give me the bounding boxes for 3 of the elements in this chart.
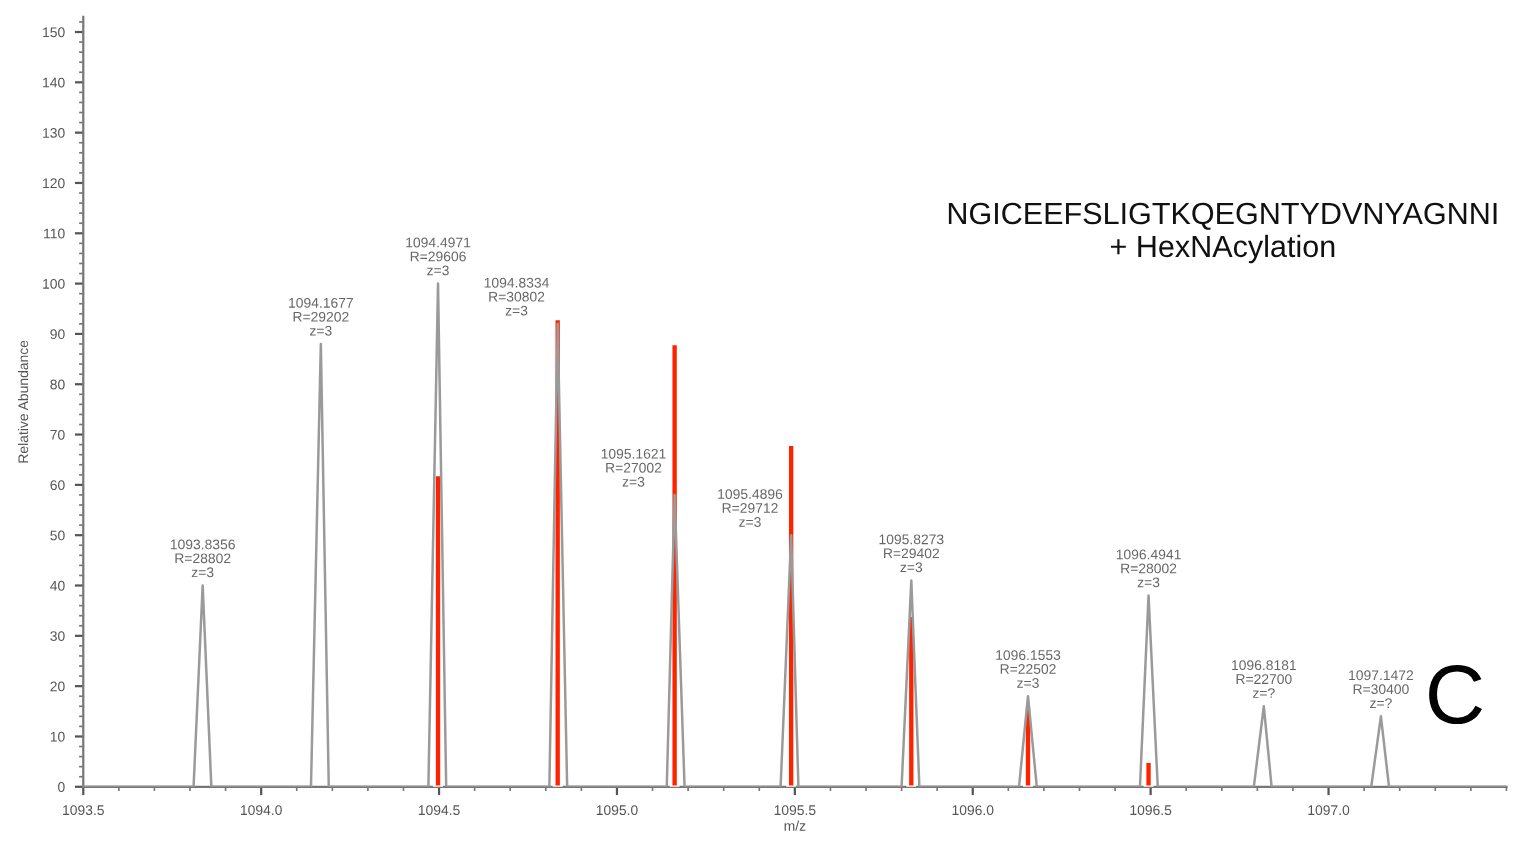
annotation: C xyxy=(1429,665,1482,725)
annotation: NGICEEFSLIGTKQEGNTYDVNYAGNNI + HexNAcylation xyxy=(948,202,1497,264)
bar xyxy=(1143,760,1154,787)
